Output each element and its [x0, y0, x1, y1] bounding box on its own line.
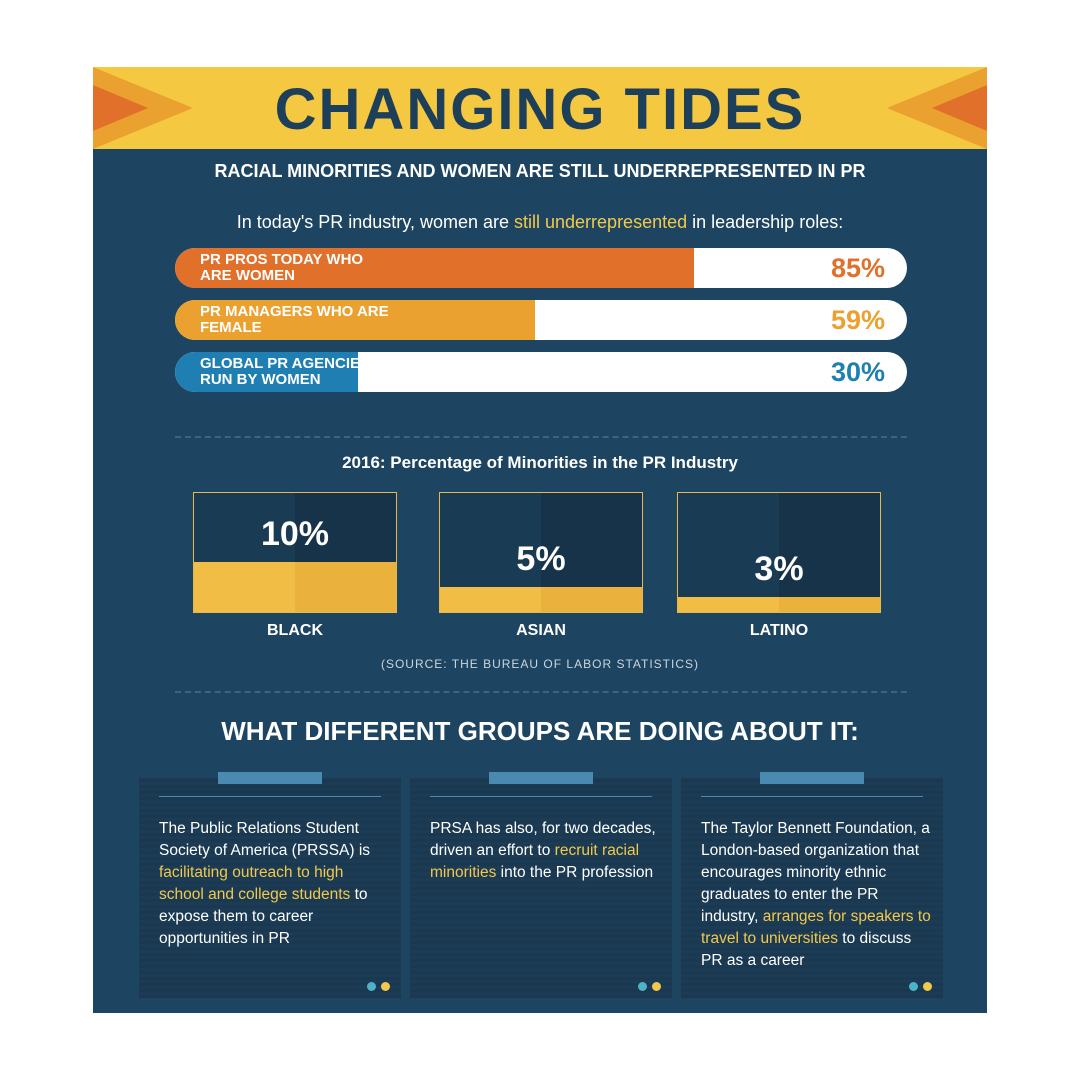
value-label: 85%: [830, 252, 885, 283]
value-label: 59%: [830, 304, 885, 335]
text: to discuss PR as a career: [701, 930, 912, 969]
bar-label: GLOBAL PR AGENCIES RUN BY WOMEN: [200, 355, 371, 388]
divider: [175, 436, 907, 438]
box: [193, 492, 397, 613]
text: The Public Relations Student Society of …: [159, 820, 371, 859]
text: In today's PR industry, women are: [236, 212, 515, 232]
source: (SOURCE: THE BUREAU OF LABOR STATISTICS): [380, 657, 700, 671]
category-label: LATINO: [749, 622, 809, 639]
bar: [175, 352, 358, 392]
highlight-text: still underrepresented: [514, 212, 688, 232]
text: PRSA has also, for two decades, driven a…: [430, 820, 656, 859]
highlight-text: arranges for speakers to travel to unive…: [701, 908, 931, 947]
bar-label: PR MANAGERS WHO ARE FEMALE: [200, 303, 389, 336]
box-fill: [194, 562, 396, 612]
bar-track: [175, 352, 907, 392]
bars-title: In today's PR industry, women are still …: [93, 212, 987, 233]
highlight-text: recruit racial minorities: [430, 842, 640, 881]
dot: [638, 982, 647, 991]
value-label: 10%: [260, 515, 330, 554]
text: into the PR profession: [496, 864, 654, 881]
card-text: The Taylor Bennett Foundation, a London-…: [701, 818, 933, 972]
card-tab: [218, 772, 322, 784]
card-text: The Public Relations Student Society of …: [159, 818, 391, 950]
value-label: 3%: [754, 550, 804, 589]
card-text: PRSA has also, for two decades, driven a…: [430, 818, 662, 884]
box-fill: [440, 587, 642, 612]
header-band: [93, 67, 987, 149]
text: to expose them to career opportunities i…: [159, 886, 368, 947]
title: CHANGING TIDES: [274, 77, 806, 142]
card-rule: [159, 796, 381, 797]
minorities-title: 2016: Percentage of Minorities in the PR…: [342, 453, 738, 472]
dot: [367, 982, 376, 991]
category-label: BLACK: [267, 622, 323, 639]
card-rule: [701, 796, 923, 797]
value-label: 30%: [830, 356, 885, 387]
card: [681, 778, 943, 998]
bar: [175, 248, 694, 288]
dot: [652, 982, 661, 991]
card: [139, 778, 401, 998]
card-tab: [489, 772, 593, 784]
subtitle: RACIAL MINORITIES AND WOMEN ARE STILL UN…: [214, 161, 866, 181]
box: [439, 492, 643, 613]
text: in leadership roles:: [687, 212, 844, 232]
dot: [923, 982, 932, 991]
card-tab: [760, 772, 864, 784]
actions-title: WHAT DIFFERENT GROUPS ARE DOING ABOUT IT…: [221, 716, 859, 746]
bar-track: [175, 248, 907, 288]
category-label: ASIAN: [516, 622, 566, 639]
bar-label: PR PROS TODAY WHO ARE WOMEN: [200, 251, 364, 284]
text: The Taylor Bennett Foundation, a London-…: [701, 820, 930, 925]
box: [677, 492, 881, 613]
highlight-text: facilitating outreach to high school and…: [159, 864, 351, 903]
card: [410, 778, 672, 998]
card-rule: [430, 796, 652, 797]
bar: [175, 300, 535, 340]
box-fill: [678, 597, 880, 612]
bar-track: [175, 300, 907, 340]
dot: [909, 982, 918, 991]
value-label: 5%: [516, 540, 566, 579]
dot: [381, 982, 390, 991]
divider: [175, 691, 907, 693]
